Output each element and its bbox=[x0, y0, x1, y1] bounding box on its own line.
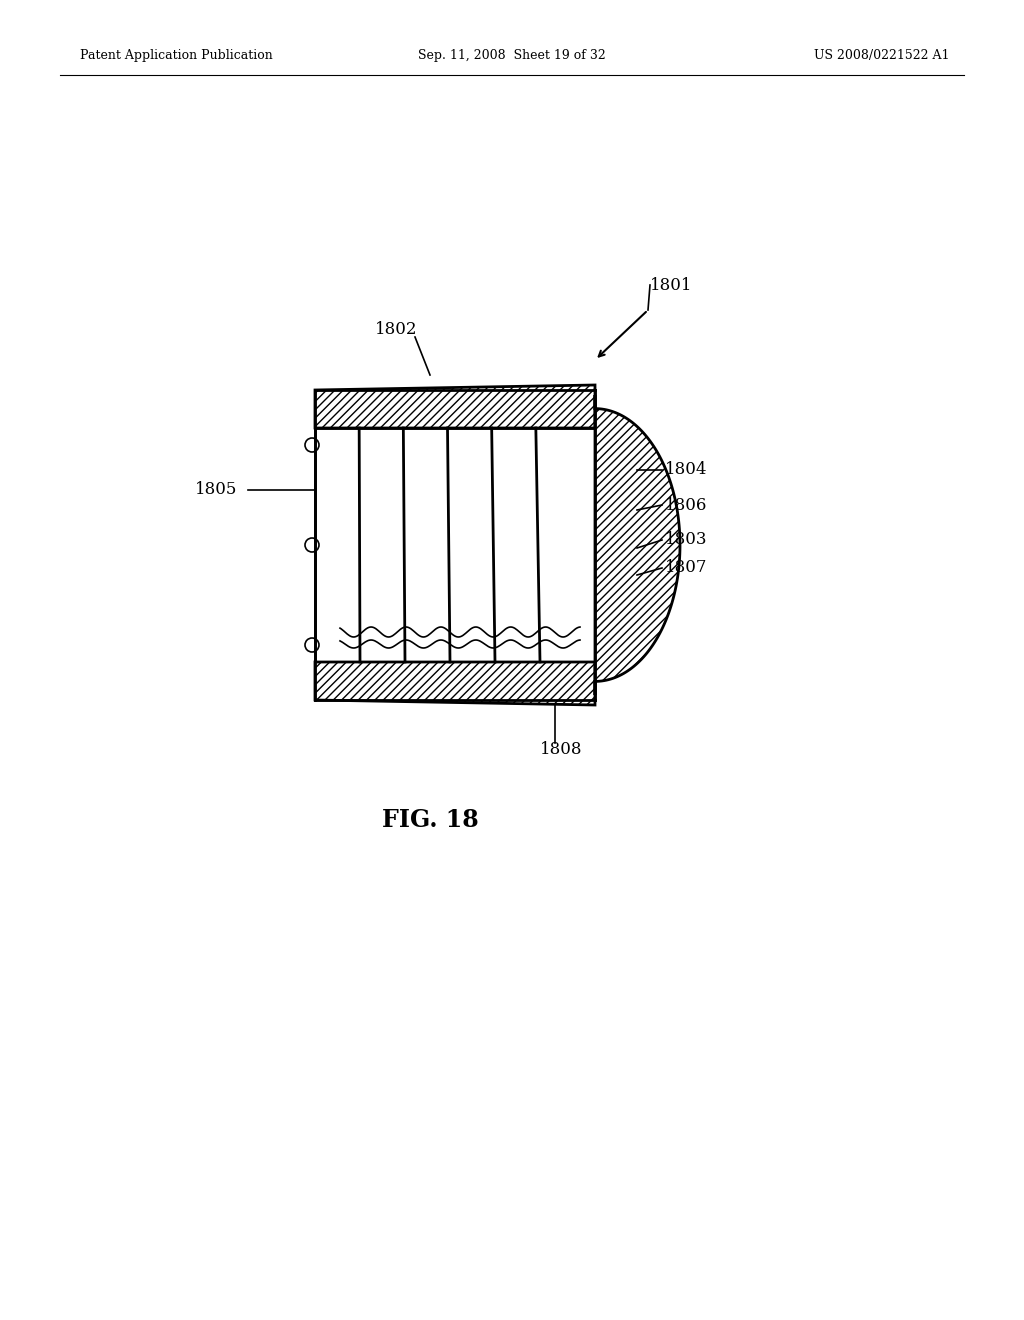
Polygon shape bbox=[315, 428, 595, 663]
Text: 1804: 1804 bbox=[665, 462, 708, 479]
Text: 1803: 1803 bbox=[665, 532, 708, 549]
Text: Sep. 11, 2008  Sheet 19 of 32: Sep. 11, 2008 Sheet 19 of 32 bbox=[418, 49, 606, 62]
Text: FIG. 18: FIG. 18 bbox=[382, 808, 478, 832]
Text: 1808: 1808 bbox=[540, 742, 583, 759]
Text: 1806: 1806 bbox=[665, 496, 708, 513]
Text: 1807: 1807 bbox=[665, 560, 708, 577]
Polygon shape bbox=[595, 395, 680, 696]
Text: Patent Application Publication: Patent Application Publication bbox=[80, 49, 272, 62]
Text: 1801: 1801 bbox=[650, 276, 692, 293]
Text: 1805: 1805 bbox=[195, 482, 238, 499]
Text: 1802: 1802 bbox=[375, 322, 418, 338]
Polygon shape bbox=[315, 663, 595, 705]
Polygon shape bbox=[315, 385, 595, 428]
Text: US 2008/0221522 A1: US 2008/0221522 A1 bbox=[814, 49, 950, 62]
